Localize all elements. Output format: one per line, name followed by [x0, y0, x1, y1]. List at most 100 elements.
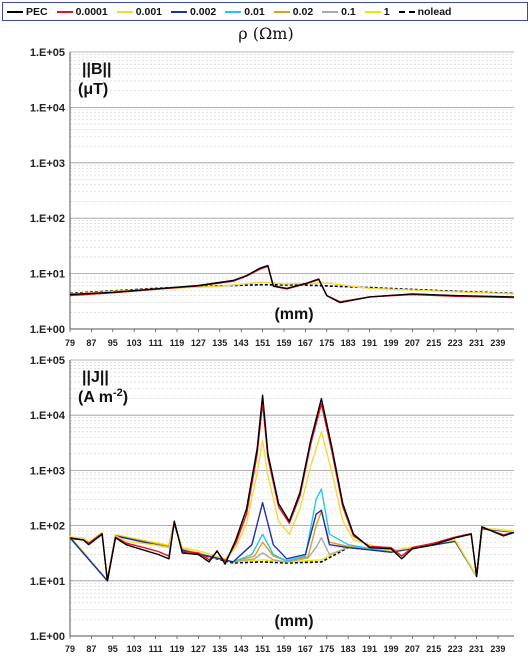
x-tick-label: 87: [86, 338, 96, 348]
x-tick-label: 135: [212, 644, 227, 654]
legend-swatch: [7, 10, 23, 13]
y-axis-unit-text: (A m: [78, 389, 113, 406]
x-tick-label: 231: [469, 644, 484, 654]
x-tick-label: 159: [276, 338, 291, 348]
legend-item-0.1: 0.1: [322, 6, 356, 18]
x-tick-label: 239: [490, 644, 505, 654]
legend-swatch: [398, 10, 415, 13]
x-tick-label: 135: [212, 338, 227, 348]
legend-swatch: [322, 10, 339, 13]
x-tick-label: 215: [426, 644, 441, 654]
x-tick-label: 151: [255, 644, 270, 654]
legend-label: 0.001: [135, 5, 162, 18]
series-line-0.01: [69, 488, 515, 582]
legend: PEC 0.0001 0.001 0.002 0.01 0.02 0.1 1 nolead: [2, 2, 528, 21]
x-tick-label: 215: [426, 338, 441, 348]
x-tick-label: 239: [490, 338, 505, 348]
y-tick-label: 1.E+00: [30, 324, 65, 336]
legend-label: 0.1: [341, 5, 356, 18]
x-tick-label: 191: [362, 644, 377, 654]
x-tick-label: 199: [383, 644, 398, 654]
x-tick-label: 167: [298, 338, 313, 348]
series-line-PEC: [69, 394, 515, 582]
x-tick-label: 159: [276, 644, 291, 654]
legend-label: 0.002: [190, 5, 217, 18]
x-tick-label: 183: [341, 644, 356, 654]
x-tick-label: 103: [127, 644, 142, 654]
x-tick-label: 111: [149, 338, 163, 348]
legend-title: ρ (Ωm): [238, 24, 294, 43]
series-line-PEC: [69, 264, 515, 304]
legend-swatch: [116, 10, 133, 13]
y-tick-label: 1.E+04: [30, 102, 66, 114]
x-tick-label: 175: [319, 338, 334, 348]
y-tick-label: 1.E+00: [30, 631, 65, 643]
x-tick-label: 119: [170, 644, 185, 654]
x-tick-label: 223: [448, 338, 463, 348]
series-line-0.0001: [69, 401, 515, 582]
x-tick-label: 95: [108, 338, 118, 348]
y-axis-unit-text: (μT): [78, 81, 108, 98]
series-line-nolead: [69, 522, 515, 582]
y-axis-unit: (A m-2): [78, 387, 128, 406]
x-tick-label: 183: [341, 338, 356, 348]
x-tick-label: 191: [362, 338, 377, 348]
y-tick-label: 1.E+02: [30, 521, 65, 533]
x-tick-label: 223: [448, 644, 463, 654]
legend-item-0.01: 0.01: [225, 5, 265, 18]
y-axis-label: ||J||: [82, 369, 109, 386]
y-tick-label: 1.E+01: [30, 576, 65, 588]
x-tick-label: 175: [319, 644, 334, 654]
y-axis-unit: (μT): [78, 81, 108, 98]
x-tick-label: 127: [191, 338, 206, 348]
x-tick-label: 79: [65, 338, 75, 348]
x-axis-label: (mm): [274, 613, 313, 630]
y-axis-unit-sup: -2: [113, 387, 123, 399]
legend-swatch: [56, 10, 73, 13]
legend-label: 0.0001: [75, 5, 108, 18]
x-tick-label: 207: [405, 644, 420, 654]
legend-label: PEC: [26, 5, 48, 18]
legend-item-0.002: 0.002: [171, 6, 216, 18]
y-axis-label: ||B||: [82, 61, 111, 78]
x-tick-label: 199: [383, 338, 398, 348]
y-tick-label: 1.E+01: [30, 269, 65, 281]
y-tick-label: 1.E+05: [30, 47, 65, 59]
chart-panel-0: 1.E+00 1.E+01 1.E+02 1.E+03 1.E+04 1.E+05 79 87…: [30, 47, 515, 348]
y-tick-label: 1.E+03: [30, 158, 65, 170]
x-tick-label: 79: [65, 644, 75, 654]
legend-item-1: 1: [364, 5, 390, 18]
x-tick-label: 103: [127, 338, 142, 348]
series-line-0.1: [69, 522, 515, 582]
x-tick-label: 127: [191, 644, 206, 654]
x-tick-label: 143: [234, 338, 249, 348]
legend-item-0.02: 0.02: [273, 5, 314, 18]
legend-swatch: [171, 10, 187, 13]
y-tick-label: 1.E+05: [30, 355, 65, 367]
y-tick-label: 1.E+03: [30, 465, 65, 477]
x-tick-label: 167: [298, 644, 313, 654]
x-tick-label: 119: [170, 338, 185, 348]
x-axis-label: (mm): [274, 306, 313, 323]
y-axis-unit-end: ): [123, 389, 128, 406]
legend-label: 0.02: [292, 5, 314, 18]
legend-item-0.0001: 0.0001: [56, 5, 108, 18]
legend-label: 1: [383, 5, 390, 18]
legend-swatch: [225, 10, 242, 13]
x-tick-label: 207: [405, 338, 420, 348]
legend-item-PEC: PEC: [7, 6, 48, 18]
legend-item-nolead: nolead: [398, 5, 452, 18]
x-tick-label: 111: [149, 644, 163, 654]
y-tick-label: 1.E+02: [30, 213, 65, 225]
series-line-0.001: [69, 431, 515, 582]
legend-item-0.001: 0.001: [116, 5, 162, 18]
y-tick-label: 1.E+04: [30, 410, 66, 422]
legend-swatch: [364, 10, 381, 13]
legend-label: 0.01: [244, 5, 265, 18]
legend-label: nolead: [417, 5, 452, 18]
x-tick-label: 87: [86, 644, 96, 654]
chart-panel-1: 1.E+00 1.E+01 1.E+02 1.E+03 1.E+04 1.E+05 79 87…: [30, 355, 515, 654]
legend-swatch: [273, 10, 290, 13]
x-tick-label: 151: [255, 338, 270, 348]
